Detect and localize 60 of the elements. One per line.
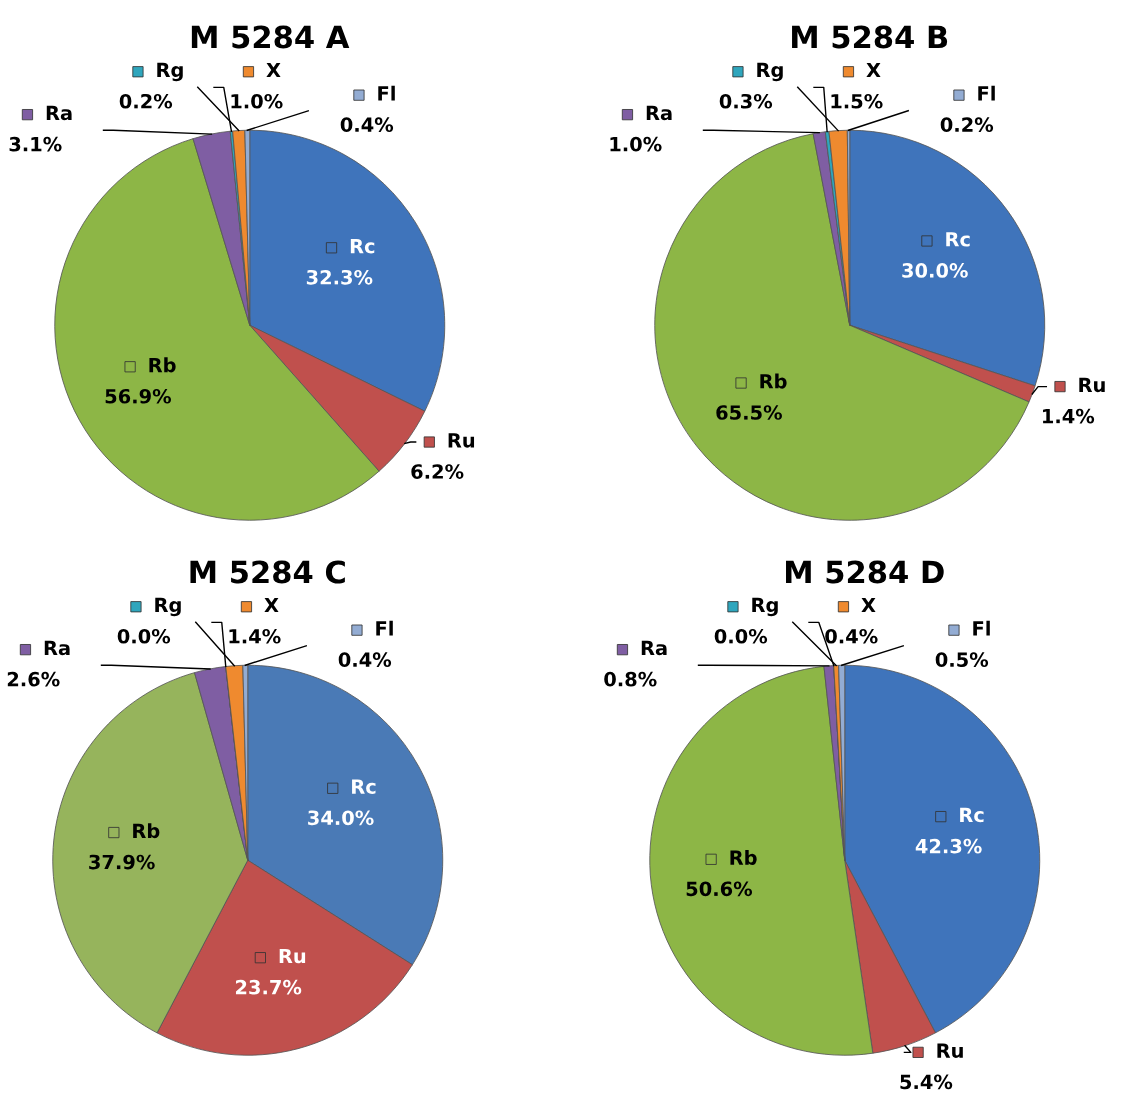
legend-label: X: [866, 62, 881, 78]
data-label: 1.0%: [610, 136, 662, 152]
legend-label: Ra: [44, 640, 70, 656]
data-label: 42.3%: [915, 838, 982, 854]
legend-label: Rb: [730, 849, 757, 865]
text: 0.0%: [117, 628, 171, 644]
data-label: 30.0%: [902, 263, 968, 278]
legend-label: X: [861, 597, 876, 613]
legend-label: Rg: [155, 597, 181, 617]
data-label: 0.5%: [935, 652, 989, 667]
data-label: 0.4%: [338, 652, 392, 667]
data-label: 32.3%: [306, 269, 373, 285]
chart-title: M 5284 C: [190, 560, 345, 584]
data-label: 0.4%: [340, 117, 394, 132]
data-label: 1.0%: [231, 93, 283, 109]
legend-label: Ra: [646, 105, 672, 121]
data-label: 3.1%: [9, 136, 62, 152]
data-label: 37.9%: [89, 854, 155, 870]
legend-label: X: [264, 597, 279, 613]
data-label: 0.4%: [825, 628, 878, 644]
legend-label: Rb: [133, 823, 160, 839]
legend-label: Ru: [937, 1043, 963, 1058]
legend-label: X: [266, 62, 281, 78]
data-label: 0.2%: [119, 93, 173, 109]
data-label: 0.8%: [604, 671, 657, 687]
data-label: 6.2%: [411, 464, 464, 479]
legend-label: Ru: [279, 948, 306, 964]
data-label: 65.5%: [716, 405, 782, 420]
data-label: 5.4%: [900, 1074, 953, 1090]
legend-label: Fl: [973, 620, 990, 636]
legend-label: Ru: [448, 433, 475, 448]
data-label: 1.5%: [831, 93, 883, 109]
legend-label: Rc: [350, 238, 375, 254]
chart-title: M 5284 D: [786, 560, 944, 584]
legend-label: Rg: [752, 597, 778, 617]
legend-label: Ra: [46, 105, 72, 121]
legend-label: Rc: [960, 807, 984, 823]
data-label: 56.9%: [105, 388, 171, 404]
data-label: 34.0%: [308, 810, 374, 826]
legend-label: Rb: [760, 373, 787, 389]
legend-label: Rg: [757, 62, 783, 82]
text: 0.0%: [714, 628, 768, 644]
chart-title: M 5284 B: [792, 25, 948, 49]
legend-label: Fl: [378, 85, 395, 101]
data-label: 0.2%: [940, 117, 994, 132]
legend-label: Rc: [352, 779, 376, 794]
data-label: 50.6%: [686, 881, 753, 897]
legend-label: Fl: [978, 85, 995, 101]
data-label: 23.7%: [235, 979, 302, 995]
data-label: 2.6%: [7, 671, 60, 687]
legend-label: Rc: [946, 232, 970, 247]
legend-label: Rb: [149, 357, 176, 373]
legend-label: Ra: [641, 640, 667, 656]
legend-label: Rg: [157, 62, 183, 82]
data-label: 1.4%: [1043, 408, 1095, 424]
legend-label: Fl: [376, 620, 393, 636]
data-label: 0.3%: [719, 93, 773, 109]
chart-title: M 5284 A: [191, 25, 350, 49]
legend-label: Ru: [1079, 377, 1105, 393]
data-label: 1.4%: [229, 628, 281, 644]
